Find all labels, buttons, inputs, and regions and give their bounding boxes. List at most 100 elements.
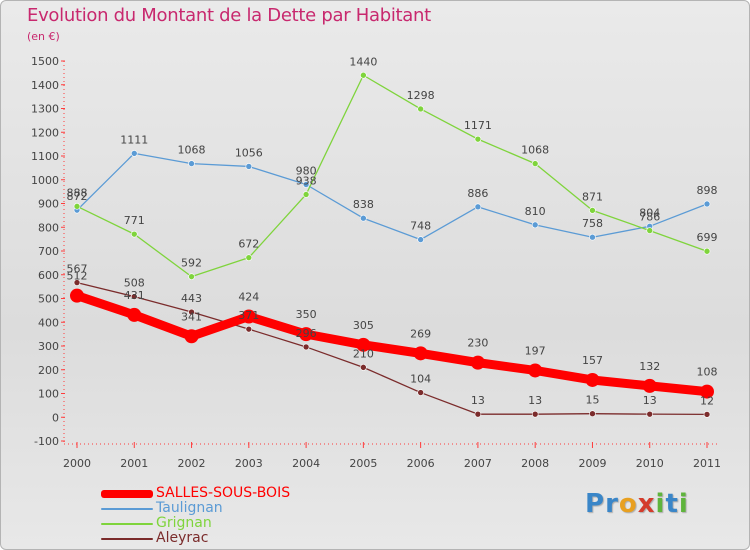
- x-tick-label: 2005: [349, 457, 377, 470]
- x-tick-label: 2000: [63, 457, 91, 470]
- data-label: 12: [700, 394, 714, 407]
- data-point: [589, 233, 596, 241]
- data-point: [642, 378, 657, 393]
- data-label: 350: [296, 308, 317, 321]
- data-point: [474, 410, 482, 418]
- data-label: 512: [67, 270, 88, 283]
- legend-item: Grignan: [101, 515, 401, 531]
- y-tick-label: 900: [38, 198, 59, 211]
- y-tick-label: 500: [38, 293, 59, 306]
- logo-letter: i: [678, 489, 689, 519]
- data-point: [184, 329, 199, 344]
- data-point: [474, 135, 482, 143]
- data-label: 15: [585, 394, 599, 407]
- data-label: 1056: [235, 146, 263, 159]
- y-tick-label: 800: [38, 221, 59, 234]
- data-label: 1298: [407, 89, 435, 102]
- data-label: 1111: [120, 133, 148, 146]
- data-label: 871: [582, 190, 603, 203]
- data-label: 305: [353, 319, 374, 332]
- chart-title: Evolution du Montant de la Dette par Hab…: [27, 5, 431, 26]
- data-label: 210: [353, 347, 374, 360]
- data-point: [127, 307, 142, 322]
- series-line-salles-sous-bois: [72, 291, 712, 397]
- data-point: [73, 279, 81, 286]
- x-tick-label: 2001: [120, 457, 148, 470]
- data-point: [360, 364, 367, 371]
- data-label: 758: [582, 217, 603, 230]
- x-tick-label: 2004: [292, 457, 320, 470]
- data-point: [70, 288, 84, 303]
- data-point: [646, 227, 654, 234]
- x-tick-label: 2007: [464, 457, 492, 470]
- y-tick-label: 1400: [31, 79, 59, 92]
- data-point: [130, 230, 138, 238]
- data-point: [302, 191, 310, 198]
- proxiti-logo: Proxiti: [585, 489, 689, 519]
- data-label: 888: [67, 186, 88, 199]
- data-point: [245, 325, 253, 333]
- data-point: [360, 214, 367, 222]
- data-point: [130, 293, 138, 300]
- x-tick-label: 2011: [693, 457, 721, 470]
- data-point: [73, 203, 81, 210]
- data-label: 443: [181, 292, 202, 305]
- data-label: 197: [525, 344, 546, 357]
- data-label: 592: [181, 257, 202, 270]
- data-label: 13: [471, 394, 485, 407]
- data-point: [241, 309, 256, 324]
- logo-letter: t: [665, 489, 679, 519]
- x-tick-label: 2002: [178, 457, 206, 470]
- x-tick-label: 2009: [578, 457, 606, 470]
- data-label: 1068: [178, 144, 206, 157]
- logo-letter: P: [585, 489, 606, 519]
- data-label: 672: [238, 238, 259, 251]
- legend-item: SALLES-SOUS-BOIS: [101, 485, 401, 501]
- data-point: [703, 247, 711, 255]
- data-label: 230: [467, 337, 488, 350]
- data-label: 341: [181, 310, 202, 323]
- legend-label: Aleyrac: [156, 530, 209, 546]
- y-tick-label: 1000: [31, 174, 59, 187]
- data-point: [417, 105, 424, 113]
- logo-letter: r: [605, 489, 619, 519]
- data-label: 1068: [521, 144, 549, 157]
- data-point: [589, 410, 596, 417]
- legend-swatch: [101, 538, 153, 540]
- logo-letter: i: [655, 489, 666, 519]
- data-label: 786: [639, 211, 660, 224]
- legend-swatch: [101, 508, 153, 510]
- data-point: [360, 71, 367, 79]
- series-line-grignan: [76, 74, 708, 278]
- data-point: [188, 273, 195, 280]
- y-tick-label: 600: [38, 269, 59, 282]
- data-label: 13: [528, 394, 542, 407]
- legend-label: Grignan: [156, 515, 212, 531]
- data-point: [188, 308, 195, 316]
- data-label: 980: [296, 165, 317, 178]
- data-label: 872: [67, 190, 88, 203]
- data-point: [470, 355, 485, 370]
- y-tick-label: 0: [52, 411, 59, 424]
- data-point: [413, 346, 428, 361]
- data-label: 771: [124, 214, 145, 227]
- data-label: 886: [467, 187, 488, 200]
- x-tick-label: 2003: [235, 457, 263, 470]
- x-tick-label: 2008: [521, 457, 549, 470]
- data-point: [188, 160, 195, 167]
- data-label: 804: [639, 206, 660, 219]
- data-label: 371: [238, 309, 259, 322]
- data-label: 938: [296, 174, 317, 187]
- data-point: [417, 236, 424, 243]
- legend-label: SALLES-SOUS-BOIS: [156, 485, 291, 501]
- data-point: [528, 363, 543, 378]
- data-point: [703, 200, 711, 208]
- data-point: [299, 327, 314, 342]
- data-point: [700, 384, 714, 399]
- data-label: 1440: [349, 55, 377, 68]
- y-tick-label: -100: [34, 435, 59, 448]
- y-tick-label: 400: [38, 316, 59, 329]
- data-label: 108: [697, 366, 718, 379]
